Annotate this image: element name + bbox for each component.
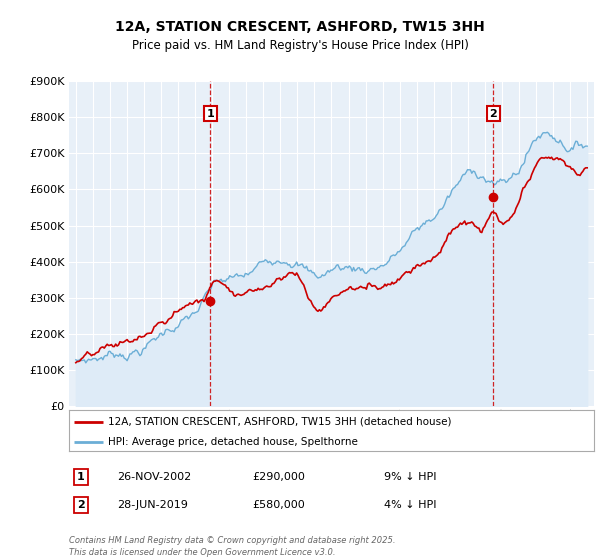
Text: 1: 1 bbox=[77, 472, 85, 482]
Text: 12A, STATION CRESCENT, ASHFORD, TW15 3HH: 12A, STATION CRESCENT, ASHFORD, TW15 3HH bbox=[115, 20, 485, 34]
Text: 4% ↓ HPI: 4% ↓ HPI bbox=[384, 500, 437, 510]
Text: Price paid vs. HM Land Registry's House Price Index (HPI): Price paid vs. HM Land Registry's House … bbox=[131, 39, 469, 52]
Text: £580,000: £580,000 bbox=[252, 500, 305, 510]
Text: 1: 1 bbox=[206, 109, 214, 119]
Text: 12A, STATION CRESCENT, ASHFORD, TW15 3HH (detached house): 12A, STATION CRESCENT, ASHFORD, TW15 3HH… bbox=[109, 417, 452, 427]
Text: HPI: Average price, detached house, Spelthorne: HPI: Average price, detached house, Spel… bbox=[109, 437, 358, 447]
Text: 2: 2 bbox=[490, 109, 497, 119]
Text: 2: 2 bbox=[77, 500, 85, 510]
Text: 26-NOV-2002: 26-NOV-2002 bbox=[117, 472, 191, 482]
Text: £290,000: £290,000 bbox=[252, 472, 305, 482]
Text: 9% ↓ HPI: 9% ↓ HPI bbox=[384, 472, 437, 482]
Text: 28-JUN-2019: 28-JUN-2019 bbox=[117, 500, 188, 510]
Text: Contains HM Land Registry data © Crown copyright and database right 2025.
This d: Contains HM Land Registry data © Crown c… bbox=[69, 536, 395, 557]
